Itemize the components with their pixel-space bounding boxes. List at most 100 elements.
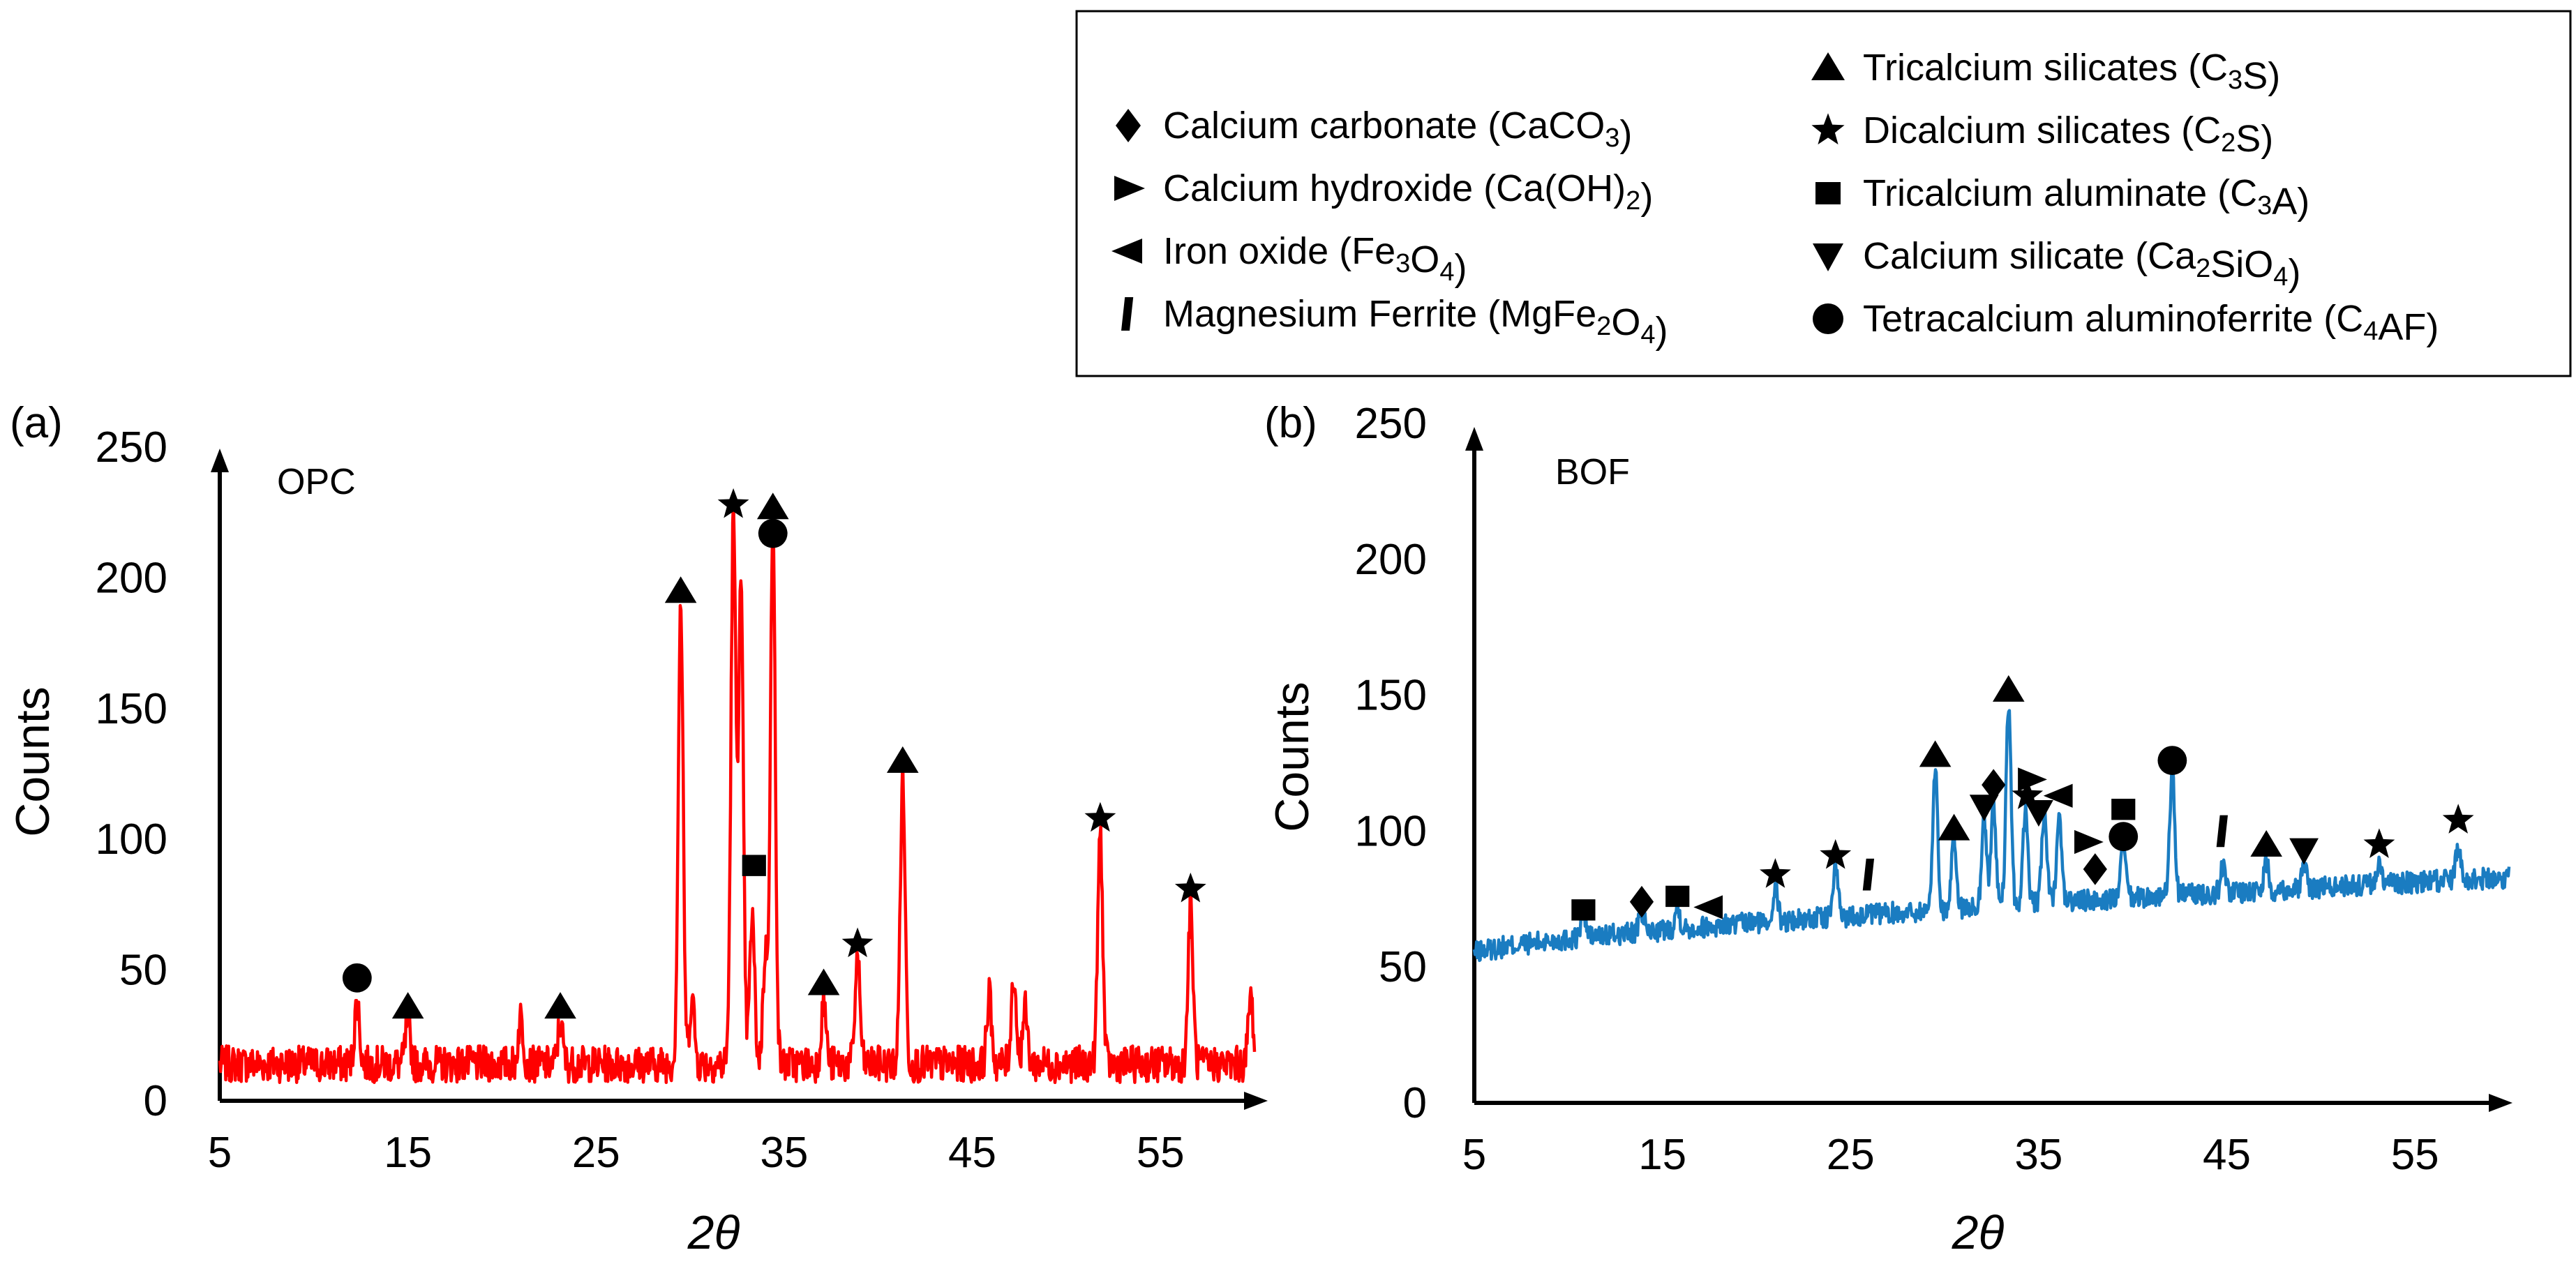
panel-a-series-name: OPC (277, 462, 356, 502)
panel-a-marker-square-icon (742, 855, 766, 876)
legend-left-marker-diamond-icon (1116, 109, 1141, 142)
panel-a-marker-star-icon (717, 488, 749, 518)
panel-a-y-tick-label: 250 (96, 423, 167, 472)
panel-a-x-tick-label: 35 (760, 1129, 808, 1177)
panel-b-y-axis-arrow-icon (1465, 427, 1483, 451)
panel-b-phase-markers (1571, 675, 2474, 921)
panel-a-y-tick-label: 200 (96, 554, 167, 602)
panel-b-marker-slash-icon (1862, 858, 1875, 891)
legend-right-column: Tricalcium silicates (C3S) Dicalcium sili… (1811, 47, 2439, 348)
panel-a-marker-tri-up-icon (807, 968, 840, 995)
panel-b-x-tick-label: 25 (1827, 1131, 1875, 1179)
panel-b-axes (1465, 427, 2513, 1112)
panel-a-x-tick-label: 55 (1137, 1129, 1185, 1177)
panel-a-y-axis-label: Counts (6, 686, 59, 836)
panel-b-marker-diamond-icon (2083, 853, 2107, 885)
legend-left-item-2: Iron oxide (Fe3O4) (1163, 230, 1467, 289)
panel-a-marker-circle-icon (758, 518, 788, 548)
legend-left-column: Calcium carbonate (CaCO3) Calcium hydroxi… (1111, 105, 1668, 352)
panel-b-bof: (b) BOF Counts 2θ 5 15 25 35 45 55 0 50 100 150 20… (1264, 399, 2513, 1259)
legend: Calcium carbonate (CaCO3) Calcium hydroxi… (1075, 10, 2572, 377)
panel-a-series-line (218, 498, 1257, 1085)
panel-a-marker-star-icon (1084, 802, 1116, 832)
panel-b-tick-labels: 5 15 25 35 45 55 0 50 100 150 200 250 (1355, 400, 2439, 1179)
panel-b-marker-slash-icon (2216, 815, 2228, 848)
panel-a-x-tick-label: 5 (208, 1129, 232, 1177)
panel-b-marker-square-icon (2111, 799, 2136, 820)
panel-b-marker-tri-down-icon (2289, 838, 2319, 865)
legend-left-item-0: Calcium carbonate (CaCO3) (1163, 105, 1632, 155)
panel-b-marker-diamond-icon (1629, 885, 1654, 918)
panel-a-tick-labels: 5 15 25 35 45 55 0 50 100 150 200 250 (96, 423, 1185, 1177)
panel-b-marker-tri-up-icon (1992, 675, 2025, 702)
legend-right-marker-tri-down-icon (1813, 243, 1843, 271)
panel-b-marker-tri-up-icon (1938, 813, 1970, 841)
panel-b-x-tick-label: 35 (2014, 1131, 2062, 1179)
panel-a-x-tick-label: 25 (572, 1129, 620, 1177)
panel-b-marker-star-icon (2442, 804, 2474, 834)
panel-b-marker-tri-right-icon (2074, 829, 2104, 855)
panel-b-y-axis-label: Counts (1266, 682, 1319, 832)
panel-a-label: (a) (10, 399, 63, 447)
panel-a-x-axis-arrow-icon (1244, 1092, 1268, 1110)
panel-b-x-axis-label: 2θ (1952, 1206, 2005, 1259)
legend-right-marker-tri-up-icon (1811, 52, 1845, 80)
legend-right-item-3: Calcium silicate (Ca2SiO4) (1863, 235, 2300, 294)
panel-b-marker-tri-up-icon (2250, 829, 2282, 857)
panel-a-marker-tri-up-icon (391, 992, 424, 1019)
panel-b-marker-tri-left-icon (2043, 783, 2073, 808)
legend-right-item-4: Tetracalcium aluminoferrite (C4AF) (1863, 298, 2439, 348)
panel-b-marker-tri-up-icon (1919, 740, 1952, 767)
panel-b-y-tick-label: 50 (1379, 943, 1427, 991)
panel-b-marker-star-icon (2012, 779, 2044, 809)
panel-b-x-tick-label: 55 (2391, 1131, 2439, 1179)
panel-b-series-name: BOF (1555, 452, 1630, 492)
panel-b-marker-tri-down-icon (1969, 795, 1999, 822)
panel-a-y-tick-label: 100 (96, 815, 167, 864)
panel-b-marker-circle-icon (2157, 746, 2187, 776)
panel-b-marker-star-icon (1820, 838, 1852, 869)
panel-a-marker-star-icon (841, 927, 874, 958)
panel-b-y-tick-label: 250 (1355, 400, 1427, 448)
panel-a-y-tick-label: 50 (119, 947, 167, 995)
panel-b-marker-tri-left-icon (1693, 895, 1723, 919)
legend-right-item-0: Tricalcium silicates (C3S) (1863, 47, 2280, 97)
panel-a-y-axis-arrow-icon (211, 449, 229, 472)
panel-a-opc: (a) OPC Counts 2θ 5 15 25 35 45 55 0 50 100 150 20… (6, 399, 1268, 1259)
panel-b-x-tick-label: 45 (2203, 1131, 2251, 1179)
panel-a-y-tick-label: 0 (144, 1077, 167, 1125)
panel-b-marker-tri-down-icon (2024, 800, 2053, 827)
panel-a-marker-star-icon (1174, 872, 1206, 903)
panel-b-marker-star-icon (1760, 858, 1791, 888)
legend-right-marker-square-icon (1815, 182, 1841, 204)
panel-b-y-tick-label: 200 (1355, 536, 1427, 584)
panel-b-x-tick-label: 5 (1462, 1131, 1486, 1179)
panel-b-marker-tri-right-icon (2018, 767, 2047, 792)
panel-a-x-tick-label: 15 (384, 1129, 432, 1177)
legend-right-marker-circle-icon (1813, 303, 1843, 334)
panel-a-x-tick-label: 45 (948, 1129, 996, 1177)
panel-a-marker-tri-up-icon (886, 746, 919, 773)
panel-b-x-tick-label: 15 (1638, 1131, 1686, 1179)
panel-b-x-axis-arrow-icon (2489, 1094, 2513, 1112)
panel-b-marker-diamond-icon (1982, 769, 2006, 801)
legend-right-marker-star-icon (1811, 113, 1845, 145)
panel-a-marker-circle-icon (342, 963, 372, 993)
panel-a-phase-markers (342, 488, 1206, 1019)
panel-b-label: (b) (1264, 399, 1317, 447)
panel-a-marker-tri-up-icon (756, 492, 789, 520)
panel-a-x-axis-label: 2θ (687, 1206, 740, 1259)
panel-b-marker-star-icon (2363, 828, 2395, 858)
legend-right-item-2: Tricalcium aluminate (C3A) (1863, 172, 2309, 223)
panel-b-series-line (1472, 709, 2511, 963)
panel-b-y-tick-label: 100 (1355, 807, 1427, 855)
panel-b-y-tick-label: 0 (1403, 1079, 1427, 1127)
legend-left-marker-tri-right-icon (1114, 176, 1145, 201)
panel-b-marker-square-icon (1665, 885, 1690, 908)
panel-b-y-tick-label: 150 (1355, 672, 1427, 720)
panel-b-marker-square-icon (1571, 899, 1596, 921)
panel-a-marker-tri-up-icon (544, 992, 576, 1019)
legend-right-item-1: Dicalcium silicates (C2S) (1863, 110, 2273, 160)
